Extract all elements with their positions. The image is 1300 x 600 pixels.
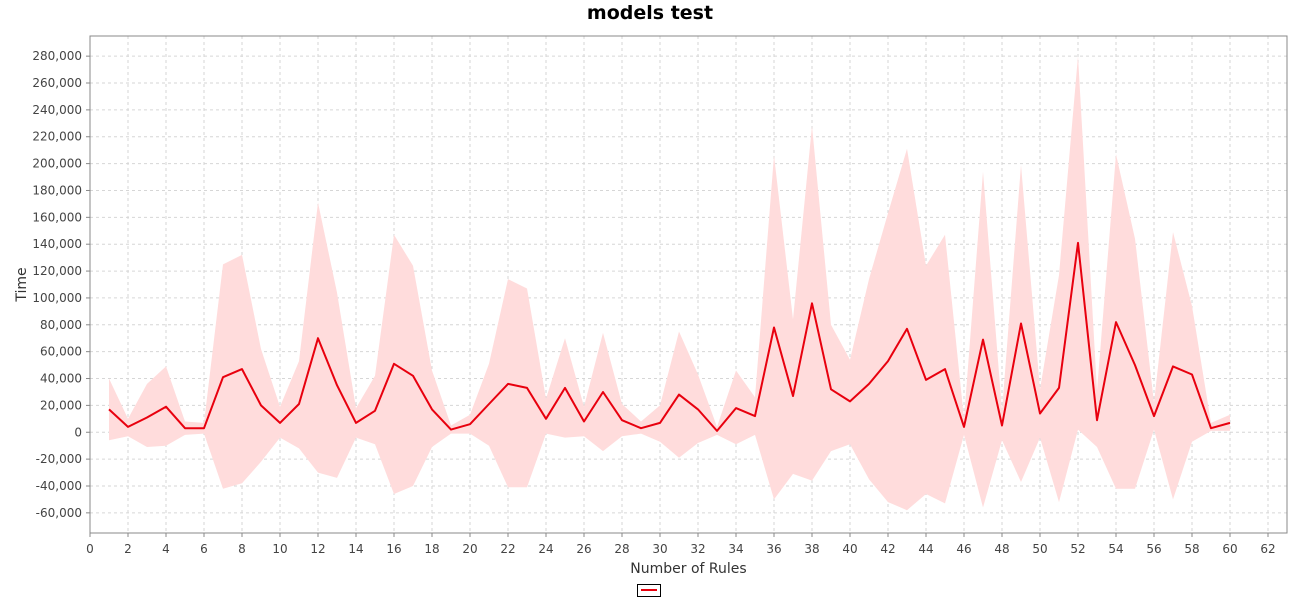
x-tick-label: 38 (804, 542, 819, 556)
x-tick-label: 30 (652, 542, 667, 556)
x-tick-label: 26 (576, 542, 591, 556)
y-tick-label: 200,000 (32, 157, 82, 171)
x-tick-label: 34 (728, 542, 743, 556)
y-tick-label: 20,000 (40, 398, 82, 412)
y-tick-label: -60,000 (36, 506, 82, 520)
x-tick-label: 48 (994, 542, 1009, 556)
y-tick-label: -40,000 (36, 479, 82, 493)
x-tick-label: 14 (348, 542, 363, 556)
x-tick-label: 54 (1108, 542, 1123, 556)
y-tick-label: 260,000 (32, 76, 82, 90)
x-tick-label: 12 (310, 542, 325, 556)
x-tick-label: 28 (614, 542, 629, 556)
error-band-layer (109, 56, 1230, 511)
x-tick-label: 8 (238, 542, 246, 556)
y-tick-label: 220,000 (32, 130, 82, 144)
x-tick-label: 50 (1032, 542, 1047, 556)
x-tick-label: 40 (842, 542, 857, 556)
x-tick-label: 20 (462, 542, 477, 556)
x-tick-label: 18 (424, 542, 439, 556)
x-tick-label: 32 (690, 542, 705, 556)
x-axis-label: Number of Rules (630, 561, 746, 577)
y-tick-label: 80,000 (40, 318, 82, 332)
x-axis-ticks: 0 2 4 6 8 10 12 14 16 18 20 22 24 26 28 30 32 34 36 38 40 42 4… (86, 533, 1276, 556)
x-tick-label: 2 (124, 542, 132, 556)
chart-title: models test (586, 2, 714, 24)
y-tick-label: 0 (74, 425, 82, 439)
y-tick-label: 140,000 (32, 237, 82, 251)
series-line-layer (108, 241, 1231, 432)
y-tick-label: -20,000 (36, 452, 82, 466)
x-tick-label: 10 (272, 542, 287, 556)
y-axis-label: Time (14, 267, 30, 302)
y-tick-label: 40,000 (40, 372, 82, 386)
x-tick-label: 4 (162, 542, 170, 556)
x-tick-label: 60 (1222, 542, 1237, 556)
series-line-1 (108, 241, 1231, 432)
error-band-series-1 (109, 56, 1230, 511)
x-tick-label: 6 (200, 542, 208, 556)
y-tick-label: 100,000 (32, 291, 82, 305)
x-tick-label: 52 (1070, 542, 1085, 556)
plot-border (89, 35, 1288, 534)
y-tick-label: 120,000 (32, 264, 82, 278)
y-tick-label: 280,000 (32, 49, 82, 63)
x-tick-label: 58 (1184, 542, 1199, 556)
x-tick-label: 22 (500, 542, 515, 556)
x-tick-label: 42 (880, 542, 895, 556)
x-tick-label: 44 (918, 542, 933, 556)
x-tick-label: 16 (386, 542, 401, 556)
x-tick-label: 46 (956, 542, 971, 556)
x-tick-label: 62 (1260, 542, 1275, 556)
y-tick-label: 160,000 (32, 210, 82, 224)
legend (637, 584, 661, 597)
x-tick-label: 0 (86, 542, 94, 556)
x-tick-label: 24 (538, 542, 553, 556)
x-tick-label: 36 (766, 542, 781, 556)
y-tick-label: 180,000 (32, 183, 82, 197)
y-axis-ticks: -60,000 -40,000 -20,000 0 20,000 40,000 60,000… (32, 49, 90, 520)
x-tick-label: 56 (1146, 542, 1161, 556)
y-tick-label: 60,000 (40, 345, 82, 359)
y-tick-label: 240,000 (32, 103, 82, 117)
legend-swatch-series-1 (641, 589, 657, 591)
